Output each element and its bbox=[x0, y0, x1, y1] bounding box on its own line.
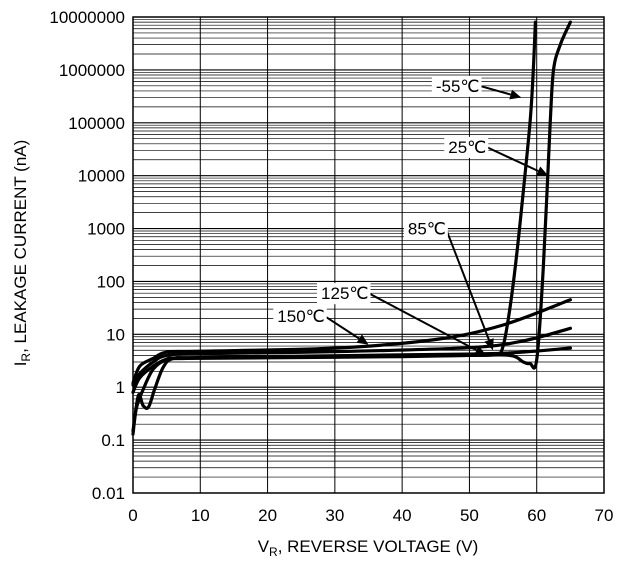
x-tick-labels: 0 10 20 30 40 50 60 70 bbox=[128, 506, 613, 525]
y-tick-label: 1 bbox=[116, 378, 125, 397]
y-axis-title-sub: R bbox=[19, 353, 33, 362]
x-tick-label: 40 bbox=[393, 506, 412, 525]
y-tick-label: 10000000 bbox=[49, 8, 125, 27]
x-tick-label: 10 bbox=[191, 506, 210, 525]
series-label: 85℃ bbox=[408, 220, 446, 239]
y-tick-label: 1000000 bbox=[59, 61, 125, 80]
y-axis-title: IR, LEAKAGE CURRENT (nA) bbox=[11, 140, 33, 367]
annotation-arrow-line bbox=[485, 145, 539, 172]
series-label: 150℃ bbox=[277, 307, 324, 326]
y-tick-label: 10 bbox=[106, 325, 125, 344]
series-annotations: -55℃ 25℃ 85℃ 125℃ 150℃ bbox=[273, 75, 549, 356]
y-axis-title-main: I bbox=[11, 362, 30, 367]
x-tick-label: 60 bbox=[527, 506, 546, 525]
series-curves bbox=[131, 20, 572, 436]
y-tick-label: 0.01 bbox=[92, 484, 125, 503]
x-tick-label: 70 bbox=[595, 506, 614, 525]
annotation-arrow-head bbox=[356, 334, 369, 345]
x-tick-label: 20 bbox=[258, 506, 277, 525]
annotation-arrow-line bbox=[368, 292, 477, 352]
annotation-arrow-line bbox=[479, 84, 511, 96]
series-label: -55℃ bbox=[436, 77, 480, 96]
x-axis-title: VR, REVERSE VOLTAGE (V) bbox=[258, 537, 479, 559]
series-label: 25℃ bbox=[448, 138, 486, 157]
annotation-arrow-head bbox=[474, 345, 487, 356]
plot-frame bbox=[132, 16, 605, 494]
series-curve-25 bbox=[131, 20, 572, 433]
y-tick-label: 0.1 bbox=[101, 431, 125, 450]
x-tick-label: 0 bbox=[128, 506, 137, 525]
y-axis-title-rest: , LEAKAGE CURRENT (nA) bbox=[11, 140, 30, 353]
annotation-arrow-head bbox=[536, 166, 549, 176]
series-label-background bbox=[273, 306, 327, 328]
series-label-background bbox=[403, 218, 448, 240]
y-tick-label: 10000 bbox=[78, 167, 125, 186]
series-curve-150 bbox=[131, 298, 572, 385]
x-axis-title-rest: , REVERSE VOLTAGE (V) bbox=[278, 537, 479, 556]
x-axis-title-sub: R bbox=[269, 545, 278, 559]
y-tick-label: 100000 bbox=[68, 114, 125, 133]
series-label: 125℃ bbox=[321, 284, 368, 303]
y-tick-labels: 0.01 0.1 1 10 100 1000 10000 100000 1000000 10000… bbox=[49, 8, 125, 503]
grid bbox=[133, 17, 604, 493]
y-tick-label: 100 bbox=[97, 272, 125, 291]
annotation-arrow-line bbox=[324, 315, 360, 340]
annotation-arrow-head bbox=[509, 89, 522, 100]
x-tick-label: 50 bbox=[460, 506, 479, 525]
x-tick-label: 30 bbox=[325, 506, 344, 525]
series-label-background bbox=[317, 283, 371, 305]
annotation-arrow-line bbox=[444, 228, 490, 341]
y-tick-label: 1000 bbox=[87, 220, 125, 239]
x-axis-title-main: V bbox=[258, 537, 270, 556]
series-curve-125 bbox=[131, 326, 572, 387]
series-label-background bbox=[431, 75, 482, 97]
series-label-background bbox=[444, 136, 489, 158]
annotation-arrow-head bbox=[484, 338, 494, 351]
